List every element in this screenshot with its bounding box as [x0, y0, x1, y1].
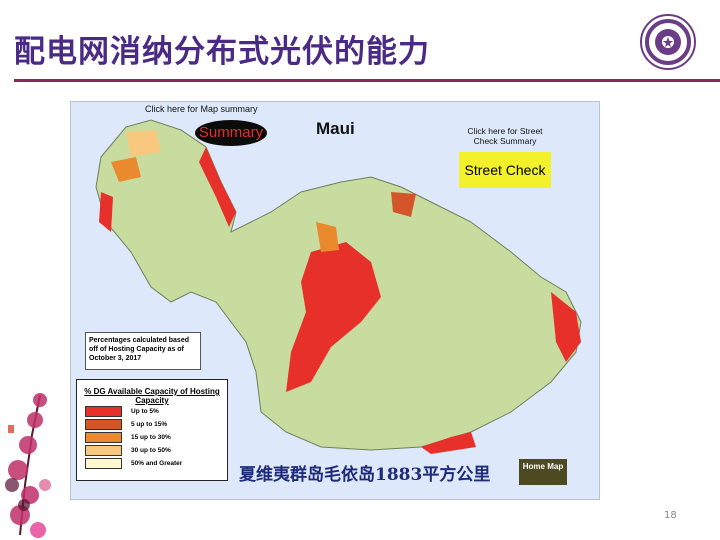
- red-coast-south: [421, 432, 476, 454]
- university-seal-logo: [640, 14, 696, 70]
- street-check-button[interactable]: Street Check: [459, 152, 551, 188]
- legend-item: Up to 5%: [85, 405, 227, 418]
- tan-zone: [126, 130, 161, 157]
- home-map-button[interactable]: Home Map: [519, 459, 567, 485]
- orange-zone-2: [316, 222, 339, 252]
- map-heading: Maui: [316, 119, 355, 138]
- plum-blossom-decoration: [5, 393, 51, 538]
- map-summary-hint: Click here for Map summary: [145, 104, 258, 114]
- legend-item: 50% and Greater: [85, 457, 227, 470]
- legend-item: 30 up to 50%: [85, 444, 227, 457]
- page-number: 18: [664, 510, 677, 521]
- maui-hosting-capacity-map[interactable]: Click here for Map summary Summary Maui …: [70, 101, 600, 500]
- legend-title: % DG Available Capacity of Hosting Capac…: [84, 387, 220, 405]
- title-divider: [14, 79, 720, 82]
- red-zone-central: [286, 242, 381, 392]
- orange-zone: [111, 157, 141, 182]
- data-note: Percentages calculated based off of Host…: [85, 332, 201, 370]
- slide-title: 配电网消纳分布式光伏的能力: [14, 34, 430, 70]
- legend-item: 5 up to 15%: [85, 418, 227, 431]
- legend-item: 15 up to 30%: [85, 431, 227, 444]
- red-zone-north: [199, 147, 236, 227]
- legend: % DG Available Capacity of Hosting Capac…: [76, 379, 228, 481]
- summary-button[interactable]: Summary: [195, 120, 267, 146]
- red-zone-east: [551, 292, 581, 362]
- brown-zone: [391, 192, 416, 217]
- street-check-hint: Click here for Street Check Summary: [467, 126, 543, 146]
- map-caption: 夏维夷群岛毛依岛1883平方公里: [239, 465, 491, 485]
- island-map: [95, 119, 582, 454]
- red-zone-west: [99, 192, 113, 232]
